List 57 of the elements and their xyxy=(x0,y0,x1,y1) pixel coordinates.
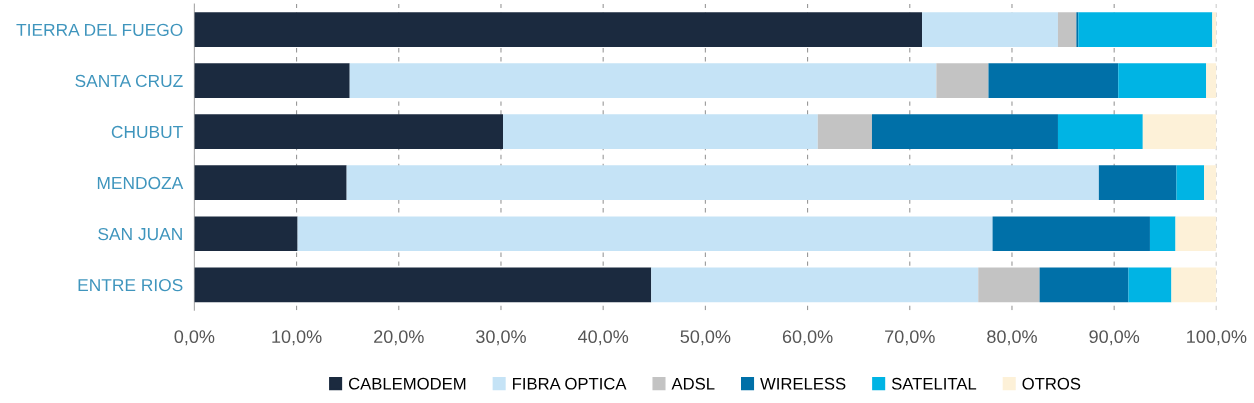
y-tick-label: TIERRA DEL FUEGO xyxy=(16,23,183,37)
bar xyxy=(992,216,1150,252)
legend-label: ADSL xyxy=(671,377,715,390)
y-tick-label: CHUBUT xyxy=(111,125,183,139)
y-tick-label: ENTRE RIOS xyxy=(78,278,183,292)
y-tick-label: SANTA CRUZ xyxy=(75,74,183,88)
bar xyxy=(817,114,872,149)
bar xyxy=(1078,12,1213,47)
y-tick-label: MENDOZA xyxy=(97,176,184,190)
x-tick-label: 20,0% xyxy=(374,330,424,346)
bar xyxy=(1206,63,1217,98)
bar xyxy=(1057,12,1077,47)
bar xyxy=(1128,267,1172,303)
x-tick-label: 60,0% xyxy=(782,330,833,346)
bar xyxy=(936,63,989,98)
x-tick-label: 0,0% xyxy=(174,330,215,346)
x-tick-label: 100,0% xyxy=(1187,330,1247,346)
bar xyxy=(194,114,504,149)
bar xyxy=(297,216,993,252)
bar xyxy=(1176,165,1205,201)
legend-label: WIRELESS xyxy=(760,377,846,390)
bar xyxy=(194,12,923,47)
legend-label: OTROS xyxy=(1022,377,1081,390)
x-tick-label: 80,0% xyxy=(987,330,1037,346)
bar xyxy=(349,63,937,98)
x-tick-label: 40,0% xyxy=(577,330,629,346)
bar xyxy=(988,63,1119,98)
legend-label: SATELITAL xyxy=(891,377,977,390)
legend-label: CABLEMODEM xyxy=(348,377,466,390)
x-tick-label: 50,0% xyxy=(680,330,731,346)
bar xyxy=(1118,63,1207,98)
bar xyxy=(194,267,652,303)
bar xyxy=(1149,216,1176,252)
x-tick-label: 70,0% xyxy=(885,330,935,346)
bar xyxy=(871,114,1058,149)
bar xyxy=(1098,165,1177,201)
bar xyxy=(1039,267,1129,303)
x-tick-label: 10,0% xyxy=(272,330,322,346)
y-tick-label: SAN JUAN xyxy=(98,227,182,241)
bar xyxy=(1204,165,1217,201)
bar xyxy=(1175,216,1217,252)
bar xyxy=(1076,12,1079,47)
bar xyxy=(1142,114,1217,149)
bar xyxy=(1212,12,1217,47)
bar xyxy=(346,165,1099,201)
bar xyxy=(503,114,818,149)
bar xyxy=(651,267,979,303)
bar xyxy=(194,216,298,252)
bar xyxy=(194,165,347,201)
bar xyxy=(1057,114,1143,149)
x-tick-label: 30,0% xyxy=(476,330,526,346)
x-tick-label: 90,0% xyxy=(1089,330,1140,346)
bar xyxy=(922,12,1058,47)
legend-label: FIBRA OPTICA xyxy=(513,377,627,390)
bar xyxy=(1171,267,1217,303)
bar xyxy=(194,63,350,98)
bar xyxy=(978,267,1040,303)
